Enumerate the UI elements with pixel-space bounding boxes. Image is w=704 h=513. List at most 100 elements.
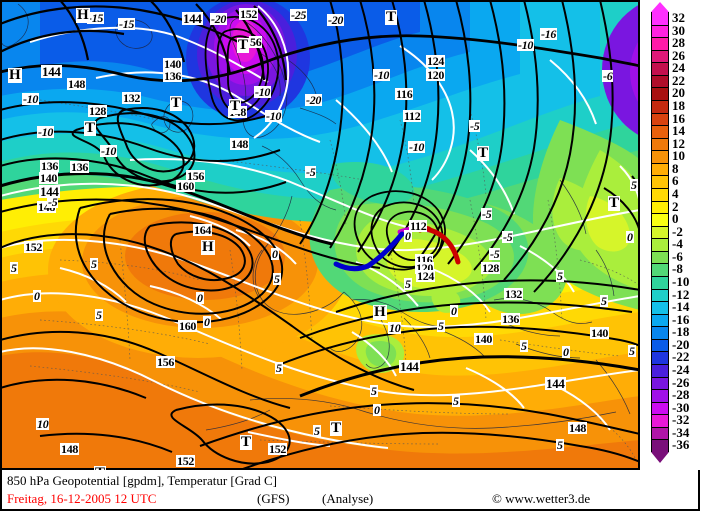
- colorbar-divider: [651, 250, 669, 252]
- caption-title: 850 hPa Geopotential [gpdm], Temperatur …: [7, 473, 277, 488]
- colorbar-divider: [651, 125, 669, 127]
- weather-map-canvas[interactable]: [0, 0, 640, 470]
- colorbar-swatch: [651, 62, 669, 76]
- colorbar-divider: [651, 175, 669, 177]
- colorbar-tick-label: -12: [672, 286, 690, 302]
- colorbar-swatch: [651, 351, 669, 365]
- colorbar-tick-label: -16: [672, 311, 690, 327]
- colorbar-tick-label: 0: [672, 211, 679, 227]
- colorbar-tick-label: -28: [672, 387, 690, 403]
- colorbar-divider: [651, 401, 669, 403]
- colorbar-swatch: [651, 49, 669, 63]
- colorbar-swatch: [651, 162, 669, 176]
- colorbar-swatch: [651, 401, 669, 415]
- colorbar-divider: [651, 213, 669, 215]
- colorbar-tick-label: -24: [672, 362, 690, 377]
- colorbar-swatch: [651, 37, 669, 51]
- colorbar-divider: [651, 137, 669, 139]
- colorbar-divider: [651, 162, 669, 164]
- colorbar-swatch: [651, 175, 669, 189]
- colorbar-tick-label: 14: [672, 123, 685, 139]
- colorbar-tick-label: -36: [672, 437, 690, 453]
- colorbar-divider: [651, 301, 669, 303]
- colorbar-divider: [651, 263, 669, 265]
- colorbar-swatch: [651, 188, 669, 201]
- colorbar-swatch: [651, 439, 669, 453]
- colorbar-tick-label: -18: [672, 324, 690, 340]
- colorbar-swatch: [651, 389, 669, 403]
- colorbar-swatch: [651, 426, 669, 440]
- colorbar-tick-label: 12: [672, 135, 685, 151]
- caption-model: (GFS): [257, 491, 290, 506]
- colorbar-swatch: [651, 112, 669, 126]
- colorbar-swatch: [651, 313, 669, 327]
- caption-panel: 850 hPa Geopotential [gpdm], Temperatur …: [0, 470, 700, 511]
- colorbar-tick-label: -14: [672, 299, 690, 315]
- colorbar-divider: [651, 414, 669, 416]
- colorbar-tick-label: 26: [672, 47, 685, 63]
- colorbar-tick-label: 28: [672, 35, 685, 51]
- cold-front-line: [365, 231, 405, 269]
- colorbar-tick-label: -34: [672, 424, 690, 440]
- colorbar-tick-label: 6: [672, 173, 679, 189]
- colorbar-divider: [651, 24, 669, 26]
- colorbar-tick-label: -6: [672, 248, 683, 264]
- colorbar-bottom-arrow: [651, 452, 669, 463]
- colorbar-swatch: [651, 12, 669, 25]
- colorbar-swatch: [651, 100, 669, 113]
- map-graphics: [0, 0, 640, 470]
- colorbar-swatch: [651, 414, 669, 428]
- colorbar-swatch: [651, 150, 669, 164]
- colorbar-swatch: [651, 74, 669, 88]
- colorbar-swatch: [651, 376, 669, 390]
- colorbar-tick-label: -20: [672, 336, 690, 352]
- colorbar-swatch: [651, 364, 669, 377]
- colorbar-swatch: [651, 326, 669, 340]
- colorbar-divider: [651, 225, 669, 227]
- colorbar-tick-label: 10: [672, 148, 685, 164]
- colorbar-divider: [651, 389, 669, 391]
- colorbar-swatch: [651, 137, 669, 151]
- colorbar-swatch: [651, 301, 669, 315]
- colorbar-swatch: [651, 225, 669, 239]
- caption-analysis-type: (Analyse): [322, 491, 374, 506]
- colorbar-swatch: [651, 238, 669, 252]
- colorbar-swatch: [651, 276, 669, 289]
- colorbar-divider: [651, 439, 669, 441]
- colorbar-tick-label: -8: [672, 261, 683, 277]
- colorbar-tick-label: -10: [672, 274, 690, 289]
- colorbar-tick-label: 2: [672, 198, 679, 214]
- colorbar-divider: [651, 276, 669, 277]
- colorbar-tick-label: 32: [672, 10, 685, 25]
- colorbar-divider: [651, 288, 669, 290]
- colorbar-swatch: [651, 200, 669, 214]
- colorbar-divider: [651, 188, 669, 189]
- colorbar-tick-label: -4: [672, 236, 683, 252]
- colorbar-tick-label: 18: [672, 98, 685, 113]
- caption-copyright: © www.wetter3.de: [492, 491, 591, 506]
- colorbar-divider: [651, 376, 669, 378]
- colorbar-divider: [651, 62, 669, 64]
- colorbar-tick-label: -32: [672, 412, 690, 428]
- colorbar-top-arrow: [651, 2, 669, 12]
- colorbar-tick-label: 30: [672, 22, 685, 38]
- colorbar-tick-label: 4: [672, 186, 679, 201]
- colorbar-divider: [651, 238, 669, 240]
- colorbar-swatch: [651, 87, 669, 101]
- colorbar-tick-label: -22: [672, 349, 690, 365]
- colorbar-tick-label: -30: [672, 399, 690, 415]
- caption-date: Freitag, 16-12-2005 12 UTC: [7, 491, 157, 506]
- temperature-colorbar: [651, 12, 669, 453]
- colorbar-tick-label: 8: [672, 160, 679, 176]
- colorbar-divider: [651, 37, 669, 39]
- colorbar-tick-label: 22: [672, 72, 685, 88]
- colorbar-divider: [651, 200, 669, 202]
- colorbar-divider: [651, 351, 669, 353]
- colorbar-tick-label: 16: [672, 110, 685, 126]
- colorbar-tick-label: 24: [672, 60, 685, 76]
- colorbar-swatch: [651, 250, 669, 264]
- colorbar-divider: [651, 326, 669, 328]
- colorbar-divider: [651, 112, 669, 114]
- warm-front-line: [427, 227, 461, 265]
- colorbar-divider: [651, 313, 669, 315]
